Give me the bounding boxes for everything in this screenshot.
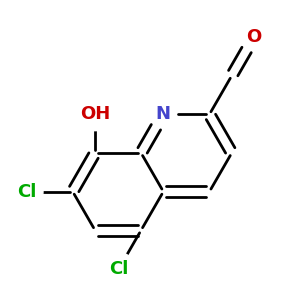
Text: Cl: Cl	[17, 183, 36, 201]
Text: N: N	[156, 105, 171, 123]
Text: OH: OH	[80, 105, 110, 123]
Text: Cl: Cl	[109, 260, 128, 278]
Text: O: O	[246, 28, 262, 46]
Circle shape	[79, 98, 111, 131]
Circle shape	[102, 253, 135, 285]
Circle shape	[10, 175, 43, 208]
Circle shape	[242, 25, 266, 49]
Circle shape	[152, 102, 175, 126]
